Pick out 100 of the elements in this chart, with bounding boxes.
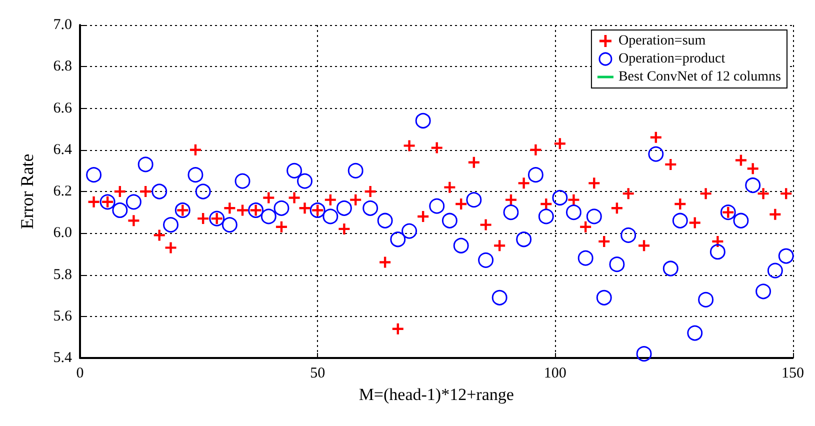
point: [770, 208, 781, 220]
point: [222, 217, 238, 233]
point: [662, 260, 678, 276]
point: [86, 167, 102, 183]
point: [402, 223, 418, 239]
point: [494, 240, 506, 252]
point: [518, 178, 530, 189]
x-axis-title: M=(head-1)*12+range: [358, 385, 514, 404]
point: [163, 217, 179, 233]
point: [154, 230, 165, 241]
point: [276, 221, 287, 232]
point: [712, 236, 724, 247]
point: [260, 208, 276, 224]
point: [780, 188, 792, 200]
point: [687, 325, 703, 341]
point: [650, 132, 662, 143]
point: [114, 186, 126, 197]
point: [620, 227, 636, 243]
y-tick-label: 6.8: [53, 58, 72, 75]
point: [263, 192, 274, 204]
point: [297, 173, 313, 189]
point: [324, 194, 336, 206]
y-tick-label: 5.6: [53, 308, 72, 324]
point: [638, 240, 650, 252]
point: [140, 186, 152, 197]
point: [778, 248, 794, 264]
point: [568, 194, 580, 206]
point: [348, 162, 364, 178]
y-tick-label: 6.2: [53, 184, 72, 200]
point: [710, 244, 726, 260]
point: [286, 162, 302, 178]
point: [377, 212, 393, 228]
point: [299, 202, 310, 214]
point: [611, 202, 622, 214]
point: [288, 192, 300, 204]
point: [364, 186, 376, 197]
point: [578, 250, 594, 266]
point: [453, 238, 469, 254]
y-tick-label: 6.0: [53, 225, 72, 242]
point: [622, 188, 634, 200]
point: [689, 217, 700, 228]
point: [758, 188, 769, 200]
point: [596, 290, 612, 306]
point: [88, 196, 100, 208]
point: [362, 200, 378, 216]
point: [152, 184, 168, 200]
point: [390, 232, 406, 248]
point: [224, 202, 236, 214]
point: [609, 256, 625, 272]
point: [580, 221, 592, 232]
point: [415, 112, 431, 128]
point: [747, 163, 758, 174]
legend-label: Best ConvNet of 12 columns: [618, 70, 781, 84]
point: [674, 198, 686, 210]
point: [456, 198, 467, 210]
y-tick-label: 6.4: [53, 142, 72, 158]
point: [418, 210, 429, 222]
x-tick-label: 50: [310, 366, 326, 382]
point: [733, 212, 749, 228]
point: [392, 323, 404, 334]
x-tick-label: 100: [544, 366, 566, 382]
point: [538, 208, 554, 224]
point: [190, 144, 201, 156]
point: [648, 146, 664, 162]
point: [735, 154, 746, 166]
point: [112, 202, 128, 218]
point: [380, 256, 391, 268]
point: [636, 346, 652, 362]
point: [338, 223, 350, 234]
point: [756, 284, 772, 300]
point: [552, 190, 568, 206]
point: [188, 167, 204, 183]
point: [492, 290, 508, 306]
legend-label: Operation=product: [618, 52, 726, 66]
point: [672, 212, 688, 228]
point: [480, 219, 492, 230]
point: [274, 200, 290, 216]
point: [528, 167, 544, 183]
y-tick-label: 5.8: [53, 266, 72, 283]
point: [700, 188, 712, 200]
legend-label: Operation=sum: [618, 34, 706, 48]
y-tick-label: 5.4: [53, 350, 72, 366]
point: [336, 200, 352, 216]
point: [745, 178, 761, 193]
point: [566, 204, 582, 220]
point: [404, 140, 415, 152]
point: [530, 144, 542, 156]
point: [431, 142, 442, 154]
point: [554, 138, 566, 150]
point: [322, 208, 338, 224]
point: [429, 198, 445, 214]
point: [128, 215, 140, 226]
point: [478, 252, 494, 268]
point: [767, 262, 783, 278]
point: [665, 158, 676, 170]
point: [350, 194, 362, 206]
point: [503, 204, 519, 220]
point: [516, 232, 532, 248]
point: [195, 184, 211, 200]
point: [237, 204, 248, 216]
